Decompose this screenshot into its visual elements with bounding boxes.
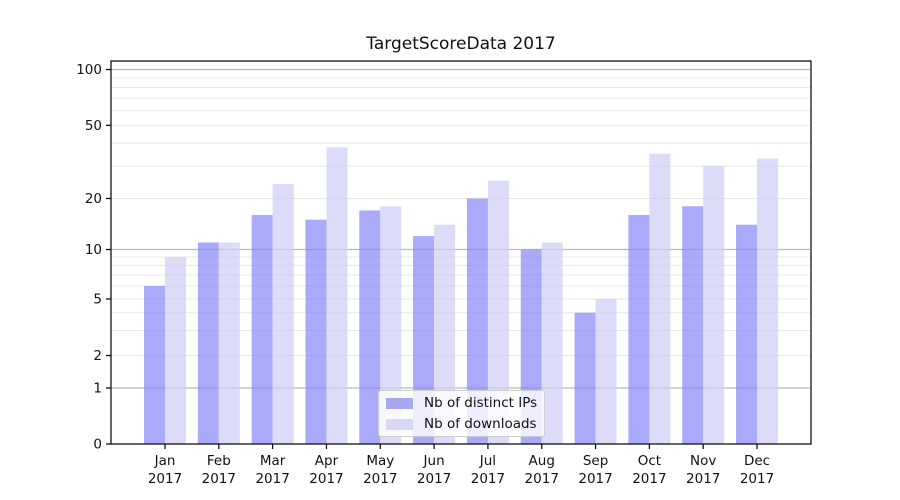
x-tick-label-year-aug: 2017 bbox=[525, 471, 559, 487]
bar-jul-downloads bbox=[487, 180, 509, 445]
bar-aug-downloads bbox=[541, 242, 563, 444]
x-tick-label-month-feb: Feb bbox=[207, 453, 231, 469]
bar-jan-distinct-ips bbox=[144, 285, 165, 444]
y-tick-label-10: 10 bbox=[85, 242, 102, 258]
y-tick-label-1: 1 bbox=[93, 381, 102, 397]
x-tick-label-month-jun: Jun bbox=[423, 453, 445, 469]
bar-sep-distinct-ips bbox=[574, 312, 596, 444]
x-tick-label-month-jan: Jan bbox=[154, 453, 176, 469]
x-tick-label-year-may: 2017 bbox=[363, 471, 397, 487]
legend-label-distinct-ips: Nb of distinct IPs bbox=[424, 395, 538, 411]
x-tick-label-year-oct: 2017 bbox=[632, 471, 666, 487]
bar-apr-downloads bbox=[326, 147, 348, 445]
bar-dec-distinct-ips bbox=[736, 224, 758, 444]
x-tick-label-month-may: May bbox=[366, 453, 394, 469]
y-tick-label-2: 2 bbox=[93, 348, 102, 364]
bar-jul-distinct-ips bbox=[466, 198, 488, 444]
bar-jun-downloads bbox=[434, 224, 456, 444]
bar-mar-downloads bbox=[272, 183, 294, 444]
x-tick-label-month-apr: Apr bbox=[315, 453, 339, 469]
x-tick-label-year-mar: 2017 bbox=[255, 471, 289, 487]
legend-swatch-distinct-ips bbox=[386, 397, 413, 409]
x-tick-label-month-nov: Nov bbox=[690, 453, 716, 469]
y-tick-label-5: 5 bbox=[93, 292, 102, 308]
legend-label-downloads: Nb of downloads bbox=[424, 416, 537, 432]
y-tick-label-0: 0 bbox=[93, 437, 102, 453]
bar-oct-distinct-ips bbox=[628, 214, 650, 444]
bar-jan-downloads bbox=[165, 257, 186, 444]
x-tick-label-year-jan: 2017 bbox=[148, 471, 182, 487]
bar-oct-downloads bbox=[649, 153, 671, 444]
x-tick-label-year-dec: 2017 bbox=[740, 471, 774, 487]
bar-may-downloads bbox=[380, 206, 402, 444]
bar-nov-downloads bbox=[703, 166, 725, 444]
x-tick-label-month-mar: Mar bbox=[260, 453, 286, 469]
x-tick-label-month-oct: Oct bbox=[638, 453, 661, 469]
plot-border bbox=[110, 60, 812, 445]
legend-entry-downloads: Nb of downloads bbox=[386, 416, 537, 432]
y-tick-label-20: 20 bbox=[85, 191, 102, 207]
bar-feb-downloads bbox=[218, 242, 240, 444]
x-tick-label-month-sep: Sep bbox=[583, 453, 608, 469]
bar-may-distinct-ips bbox=[359, 210, 381, 444]
legend: Nb of distinct IPs Nb of downloads bbox=[378, 390, 545, 437]
x-tick-label-year-jun: 2017 bbox=[417, 471, 451, 487]
bar-nov-distinct-ips bbox=[682, 206, 704, 444]
x-tick-label-year-jul: 2017 bbox=[471, 471, 505, 487]
bar-sep-downloads bbox=[595, 299, 617, 444]
legend-swatch-downloads bbox=[386, 418, 413, 430]
x-tick-label-year-sep: 2017 bbox=[578, 471, 612, 487]
legend-entry-distinct-ips: Nb of distinct IPs bbox=[386, 395, 538, 411]
x-tick-label-year-apr: 2017 bbox=[309, 471, 343, 487]
x-tick-label-month-dec: Dec bbox=[744, 453, 770, 469]
bar-apr-distinct-ips bbox=[305, 219, 327, 444]
bar-dec-downloads bbox=[757, 158, 779, 444]
x-tick-label-month-jul: Jul bbox=[479, 453, 496, 469]
x-tick-label-month-aug: Aug bbox=[529, 453, 555, 469]
y-tick-label-100: 100 bbox=[76, 62, 102, 78]
chart-title: TargetScoreData 2017 bbox=[366, 34, 556, 54]
bar-feb-distinct-ips bbox=[197, 242, 219, 444]
y-tick-label-50: 50 bbox=[85, 118, 102, 134]
bar-mar-distinct-ips bbox=[251, 214, 273, 444]
x-tick-label-year-nov: 2017 bbox=[686, 471, 720, 487]
x-tick-label-year-feb: 2017 bbox=[202, 471, 236, 487]
